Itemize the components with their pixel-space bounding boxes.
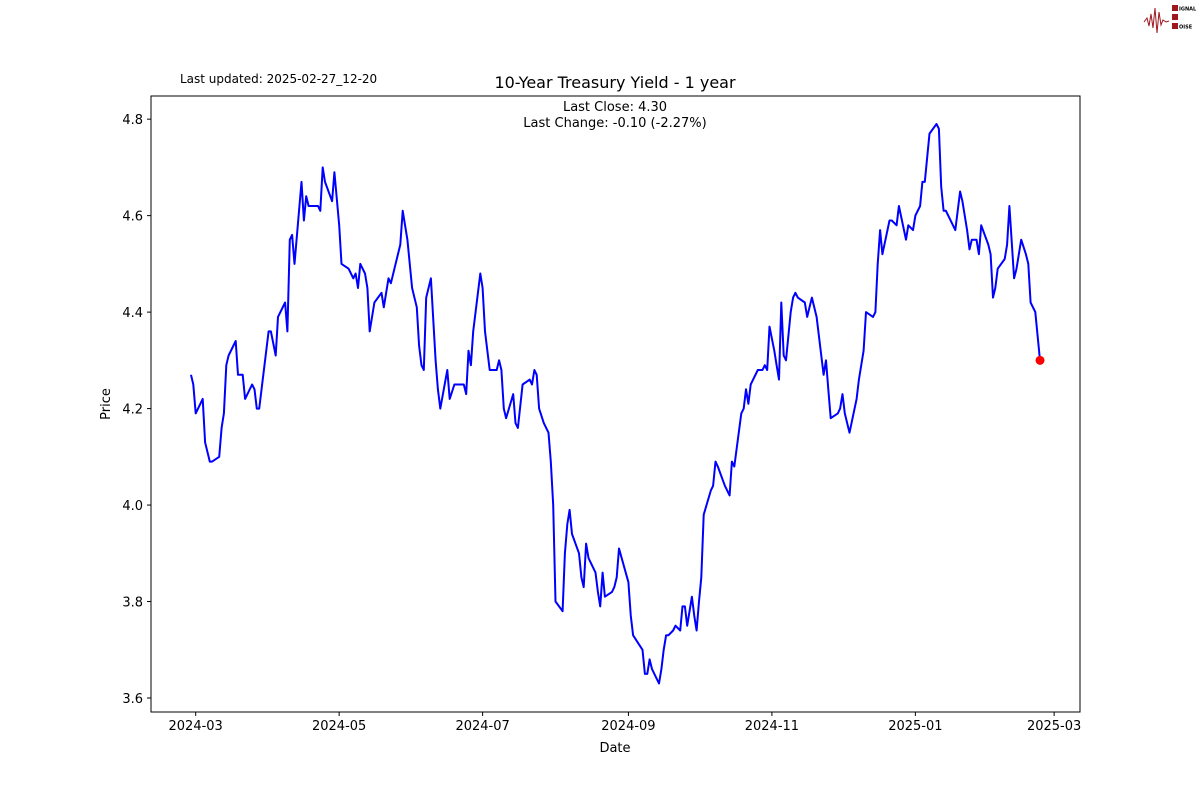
y-tick-label: 4.0: [122, 499, 143, 514]
y-tick-label: 4.8: [122, 113, 143, 128]
chart-title: 10-Year Treasury Yield - 1 year: [494, 73, 736, 92]
signal-2-noise-logo: IGNAL OISE: [1143, 5, 1197, 34]
yield-line: [190, 123, 1041, 685]
x-tick-label: 2024-11: [745, 719, 799, 734]
svg-text:IGNAL: IGNAL: [1179, 7, 1197, 13]
y-tick-label: 4.2: [122, 403, 143, 418]
y-tick-label: 4.4: [122, 306, 143, 321]
x-tick-label: 2025-03: [1027, 719, 1081, 734]
y-tick-label: 3.8: [122, 596, 143, 611]
svg-text:OISE: OISE: [1179, 25, 1193, 31]
last-close-annotation: Last Close: 4.30: [563, 100, 667, 115]
x-tick-label: 2024-05: [312, 719, 366, 734]
y-tick-label: 3.6: [122, 692, 143, 707]
last-change-annotation: Last Change: -0.10 (-2.27%): [523, 116, 706, 131]
last-close-marker: [1035, 355, 1045, 365]
x-tick-label: 2024-03: [169, 719, 223, 734]
y-axis-ticks: 3.6 3.8 4.0 4.2 4.4 4.6 4.8: [122, 113, 151, 707]
y-axis-label: Price: [99, 388, 114, 420]
x-tick-label: 2024-09: [601, 719, 655, 734]
x-tick-label: 2024-07: [455, 719, 509, 734]
y-tick-label: 4.6: [122, 210, 143, 225]
x-axis-label: Date: [599, 741, 630, 756]
x-tick-label: 2025-01: [888, 719, 942, 734]
last-updated-text: Last updated: 2025-02-27_12-20: [180, 72, 377, 86]
x-axis-ticks: 2024-03 2024-05 2024-07 2024-09 2024-11 2025-…: [169, 712, 1081, 734]
plot-frame: [150, 95, 1081, 713]
